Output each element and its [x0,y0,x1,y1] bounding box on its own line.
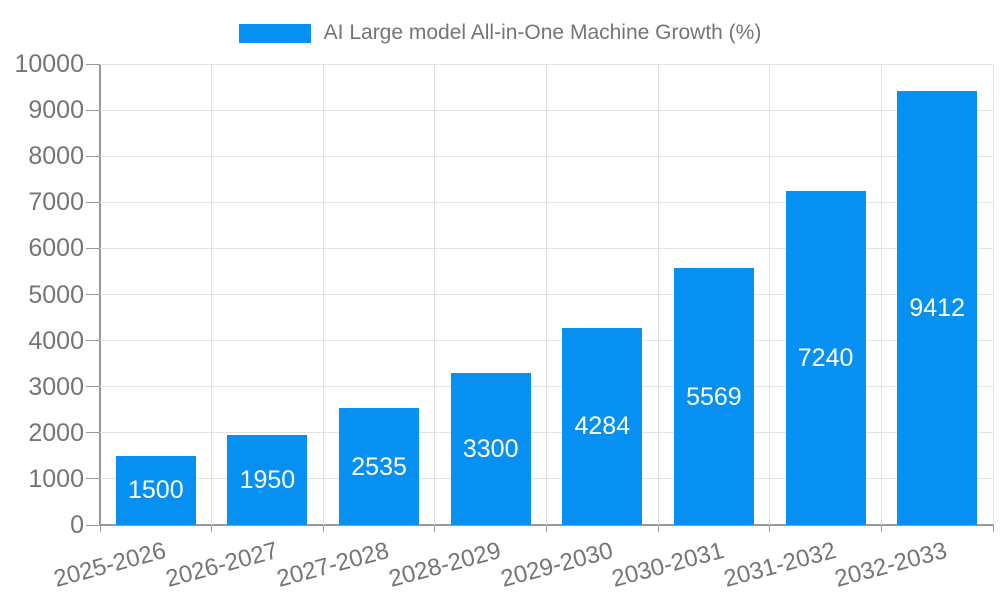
bar [450,372,531,525]
y-axis-tick [86,247,100,249]
y-axis-tick [86,63,100,65]
x-axis-tick [99,525,101,532]
y-axis-tick-label: 2000 [28,418,84,447]
y-axis-tick-label: 0 [70,511,84,539]
bar-value-label: 4284 [574,412,631,441]
bar-value-label: 9412 [909,294,965,323]
bar-value-label: 1500 [127,476,184,505]
legend[interactable]: AI Large model All-in-One Machine Growth… [0,21,1000,45]
bar-value-label: 3300 [462,434,519,463]
x-gridline [434,64,436,525]
y-axis-tick [86,432,100,434]
x-axis-tick-label: 2031-2032 [720,537,839,593]
y-axis-tick-label: 3000 [28,372,84,401]
x-axis-tick-label: 2032-2033 [832,537,951,593]
y-axis-tick [86,340,100,342]
bar [897,91,978,525]
bar-value-label: 2535 [351,452,407,481]
y-axis-tick-label: 9000 [28,96,84,125]
x-axis-tick-label: 2025-2026 [50,537,169,593]
x-gridline [657,64,659,525]
bar-value-label: 1950 [239,466,296,495]
y-axis-tick-label: 6000 [28,234,84,263]
x-axis-tick [434,525,436,532]
y-axis-tick-label: 5000 [28,280,84,309]
bar-value-label: 5569 [686,382,742,411]
bar [673,268,754,525]
x-axis-tick [211,525,213,532]
x-axis-tick-label: 2029-2030 [497,537,616,593]
x-axis-tick [769,525,771,532]
x-axis-tick [880,525,882,532]
x-gridline [992,64,994,525]
x-gridline [769,64,771,525]
legend-swatch-icon [238,23,311,43]
y-axis-tick-label: 10000 [14,50,84,78]
y-axis-tick [86,201,100,203]
x-gridline [322,64,324,525]
y-axis-tick [86,294,100,295]
y-axis-tick [86,109,100,111]
y-axis-tick [86,478,100,480]
x-axis-tick-label: 2027-2028 [274,537,393,593]
bar [227,435,308,525]
y-axis-tick [86,524,100,526]
x-gridline [546,64,547,525]
x-gridline [211,64,213,525]
y-axis-tick-label: 1000 [28,464,84,493]
bar-value-label: 7240 [797,344,854,373]
x-gridline [880,64,882,525]
bar [785,191,866,525]
y-axis-tick-label: 7000 [28,188,84,217]
bar [339,408,420,525]
x-axis-tick [546,525,547,532]
y-axis-tick-label: 4000 [28,326,84,355]
bar [562,327,643,525]
legend-label: AI Large model All-in-One Machine Growth… [323,21,762,44]
x-axis-tick [322,525,324,532]
y-axis-tick [86,386,100,388]
x-axis-tick [992,525,994,532]
bar [115,455,196,525]
y-axis-tick [86,155,100,157]
y-axis-tick-label: 8000 [28,142,84,171]
x-axis-tick-label: 2026-2027 [162,537,281,593]
x-axis-tick [657,525,659,532]
x-axis-tick-label: 2028-2029 [385,537,504,593]
x-axis-tick-label: 2030-2031 [609,537,727,593]
